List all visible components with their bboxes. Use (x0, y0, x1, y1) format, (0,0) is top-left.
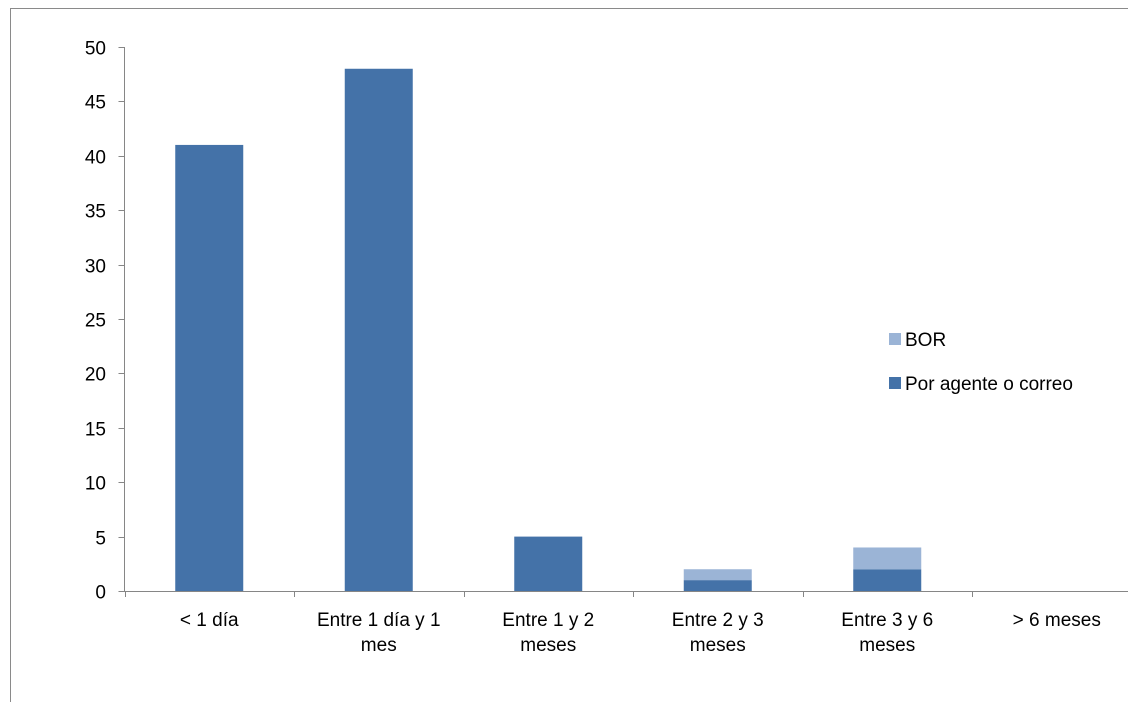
x-tick-label: > 6 meses (1013, 610, 1101, 631)
y-tick-label: 30 (85, 257, 106, 278)
bar-por-agente (853, 569, 921, 591)
y-tick-label: 40 (85, 148, 106, 169)
y-tick-label: 0 (95, 583, 106, 604)
plot-area: 0 5 10 15 20 25 30 35 40 45 50 < 1 día Entre 1 día y… (85, 39, 1128, 657)
y-tick-label: 20 (85, 365, 106, 386)
bar-por-agente (345, 69, 413, 591)
y-tick-label: 15 (85, 420, 106, 441)
bar-bor (853, 547, 921, 569)
y-tick-label: 45 (85, 93, 106, 114)
legend-swatch (889, 333, 901, 345)
y-tick-label: 5 (95, 529, 106, 550)
legend-swatch (889, 377, 901, 389)
y-tick-label: 50 (85, 39, 106, 60)
y-tick-label: 25 (85, 311, 106, 332)
legend-label: BOR (905, 330, 946, 351)
x-tick-label: < 1 día (180, 610, 239, 631)
bar-por-agente (175, 145, 243, 591)
legend-label: Por agente o correo (905, 374, 1073, 395)
legend: BOR Por agente o correo (889, 330, 1073, 395)
bar-por-agente (684, 580, 752, 591)
bar-por-agente (514, 537, 582, 591)
y-tick-label: 10 (85, 474, 106, 495)
y-tick-label: 35 (85, 202, 106, 223)
bar-bor (684, 569, 752, 580)
